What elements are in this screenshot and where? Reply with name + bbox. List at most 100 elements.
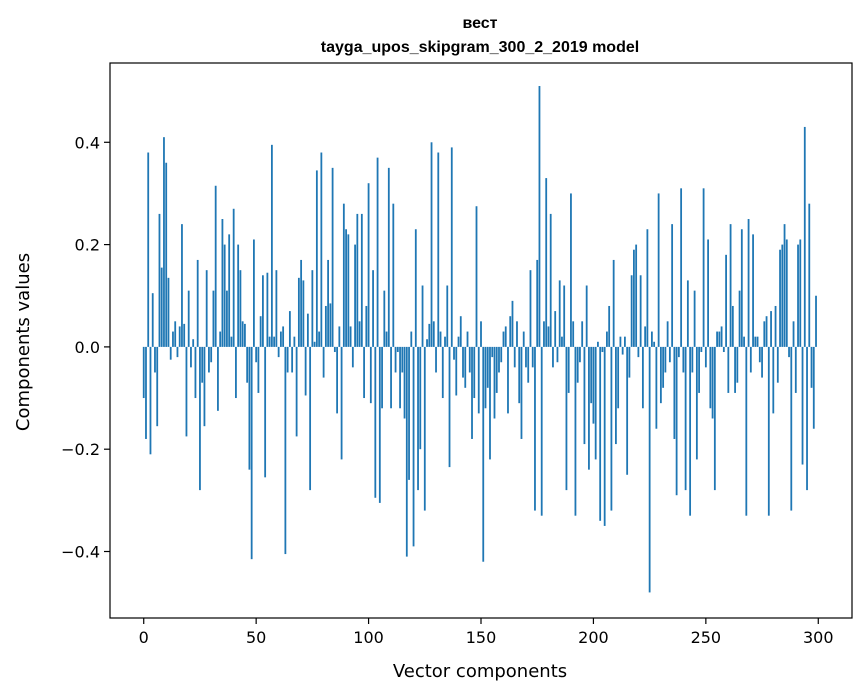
x-tick-label: 150 [466, 628, 497, 647]
bar-3 [149, 346, 152, 455]
bar-257 [720, 326, 723, 347]
bar-276 [763, 321, 766, 347]
bar-37 [226, 290, 228, 347]
bar-158 [498, 346, 500, 373]
bar-110 [390, 346, 392, 409]
bar-213 [621, 346, 624, 355]
bar-204 [601, 346, 604, 353]
bar-97 [360, 213, 363, 347]
bar-41 [235, 346, 237, 399]
bar-133 [441, 346, 444, 399]
bar-231 [662, 346, 665, 388]
bar-18 [183, 323, 186, 347]
bar-74 [309, 346, 312, 491]
bar-61 [279, 331, 282, 347]
bar-285 [783, 224, 786, 347]
bar-243 [689, 346, 692, 516]
bar-72 [304, 346, 307, 396]
bar-34 [219, 331, 222, 347]
bar-187 [563, 285, 566, 347]
bar-28 [205, 270, 208, 347]
bar-174 [534, 346, 536, 511]
bar-100 [367, 183, 370, 347]
bar-193 [576, 346, 579, 383]
bar-35 [221, 219, 224, 347]
bar-86 [336, 346, 338, 414]
x-tick-label: 200 [578, 628, 609, 647]
bar-88 [340, 346, 343, 460]
bar-127 [428, 323, 431, 347]
bar-64 [286, 346, 289, 373]
bar-8 [160, 267, 163, 347]
bar-4 [151, 293, 154, 347]
bar-149 [477, 346, 480, 414]
bar-206 [606, 331, 608, 347]
bar-69 [297, 277, 300, 347]
bar-205 [603, 346, 606, 526]
bar-154 [489, 346, 491, 460]
bar-292 [799, 239, 802, 347]
bar-78 [318, 331, 321, 347]
bar-244 [691, 346, 694, 373]
bar-217 [630, 275, 633, 347]
bar-119 [410, 331, 413, 347]
bar-214 [624, 336, 626, 347]
bar-117 [405, 346, 408, 557]
bar-57 [270, 144, 273, 347]
bar-268 [745, 346, 748, 516]
bar-145 [468, 346, 471, 373]
bar-179 [545, 178, 548, 347]
bar-26 [201, 346, 204, 383]
bar-62 [282, 326, 285, 347]
bar-286 [785, 239, 788, 347]
bar-93 [351, 346, 354, 368]
x-tick-label: 300 [803, 628, 834, 647]
bar-269 [747, 219, 750, 347]
bar-9 [163, 137, 165, 347]
y-tick-label: 0.4 [75, 133, 100, 152]
bar-83 [329, 303, 332, 347]
bar-164 [511, 300, 514, 347]
bar-194 [579, 346, 581, 363]
bar-233 [666, 321, 669, 347]
bar-246 [695, 346, 698, 460]
bar-48 [250, 346, 253, 560]
bar-183 [554, 311, 557, 347]
bar-215 [626, 346, 629, 475]
bar-10 [165, 162, 168, 347]
bar-168 [520, 346, 523, 439]
bar-73 [306, 313, 309, 347]
bar-0 [142, 346, 145, 399]
bar-222 [641, 346, 644, 409]
bar-115 [401, 346, 404, 373]
bar-208 [610, 346, 613, 511]
bar-290 [794, 346, 797, 393]
bar-40 [232, 208, 235, 347]
bar-220 [637, 346, 640, 358]
bar-186 [561, 336, 563, 347]
bar-298 [812, 346, 815, 429]
bar-223 [644, 326, 647, 347]
bar-70 [300, 259, 303, 347]
bar-17 [181, 224, 183, 347]
bar-101 [369, 346, 372, 404]
bar-267 [743, 336, 745, 347]
bar-236 [673, 346, 676, 439]
bar-15 [176, 346, 179, 358]
bar-199 [590, 346, 593, 404]
bar-270 [749, 346, 752, 373]
bar-52 [259, 316, 262, 347]
bar-147 [473, 346, 476, 399]
bar-212 [619, 336, 622, 347]
bar-203 [599, 346, 602, 521]
bar-136 [448, 346, 451, 468]
bar-224 [646, 229, 649, 347]
bar-134 [444, 336, 446, 347]
bar-228 [655, 346, 658, 429]
bar-258 [722, 346, 725, 353]
bar-230 [659, 346, 662, 404]
bar-series [142, 86, 817, 593]
bar-167 [518, 346, 521, 404]
bar-66 [291, 346, 294, 373]
bar-259 [725, 254, 727, 347]
